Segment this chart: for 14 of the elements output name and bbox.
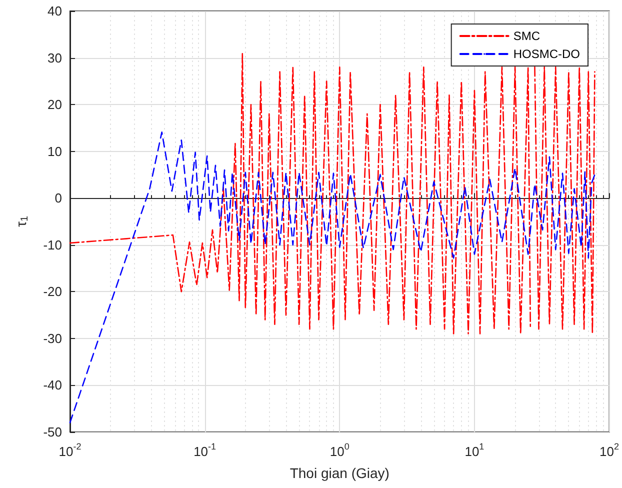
y-tick-label: -50	[43, 424, 62, 440]
y-tick-label: 40	[48, 4, 62, 18]
legend-label: HOSMC-DO	[513, 47, 580, 61]
y-tick-label: -20	[43, 284, 62, 300]
y-tick-label: 0	[54, 190, 62, 206]
legend-label: SMC	[513, 29, 540, 43]
y-tick-label: 20	[48, 97, 62, 112]
y-axis-title: τ1	[13, 216, 30, 228]
y-tick-label: 10	[48, 144, 62, 159]
y-tick-label: -30	[43, 330, 62, 346]
y-tick-label: -10	[43, 237, 62, 252]
x-axis-title: Thoi gian (Giay)	[290, 465, 390, 481]
y-tick-label: -40	[43, 378, 62, 393]
y-tick-label: 30	[48, 50, 62, 66]
